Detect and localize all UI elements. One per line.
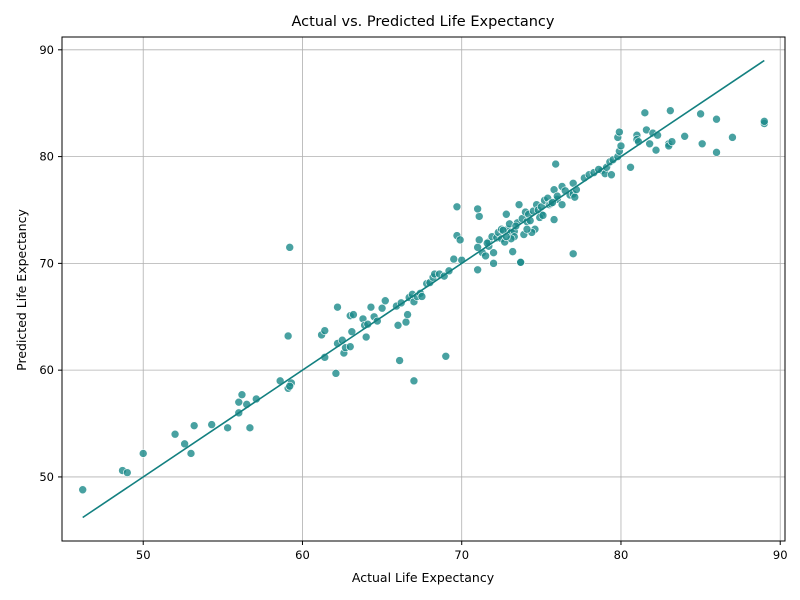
data-point bbox=[417, 292, 427, 301]
x-tick-label: 70 bbox=[454, 548, 469, 562]
data-point bbox=[474, 212, 484, 221]
data-point bbox=[759, 117, 769, 126]
plot-frame bbox=[61, 36, 786, 542]
fit-line bbox=[82, 59, 765, 519]
data-point bbox=[349, 310, 358, 319]
data-point bbox=[667, 137, 677, 146]
x-tick-label: 80 bbox=[614, 548, 629, 562]
data-point bbox=[651, 145, 661, 155]
data-point bbox=[549, 215, 559, 224]
data-point bbox=[78, 485, 88, 495]
data-point bbox=[234, 397, 244, 407]
data-point bbox=[615, 127, 624, 137]
data-point bbox=[449, 254, 459, 264]
data-point bbox=[640, 108, 650, 118]
data-points bbox=[78, 106, 769, 495]
y-tick-label: 80 bbox=[39, 150, 54, 164]
data-point bbox=[570, 192, 580, 202]
data-point bbox=[481, 251, 490, 261]
data-point bbox=[366, 302, 376, 312]
data-point bbox=[666, 106, 675, 115]
x-axis-label: Actual Life Expectancy bbox=[352, 570, 495, 585]
data-point bbox=[138, 449, 148, 458]
y-axis-label: Predicted Life Expectancy bbox=[14, 209, 29, 371]
data-point bbox=[283, 331, 293, 341]
y-tick-label: 50 bbox=[39, 470, 54, 484]
data-point bbox=[514, 200, 524, 209]
data-point bbox=[401, 317, 411, 327]
data-point bbox=[395, 356, 404, 365]
x-tick-label: 90 bbox=[773, 548, 788, 562]
data-point bbox=[538, 211, 548, 220]
data-point bbox=[393, 321, 403, 330]
data-point bbox=[502, 209, 511, 219]
x-tick-label: 60 bbox=[295, 548, 310, 562]
data-point bbox=[170, 429, 180, 439]
data-point bbox=[522, 224, 532, 234]
data-point bbox=[626, 162, 635, 172]
data-point bbox=[473, 204, 482, 214]
data-point bbox=[452, 202, 462, 212]
data-point bbox=[320, 326, 330, 335]
data-point bbox=[616, 141, 626, 151]
data-point bbox=[237, 390, 247, 400]
axis-ticks: 50 60 70 80 90 50 60 70 80 90 bbox=[39, 43, 787, 562]
data-point bbox=[245, 423, 255, 433]
data-point bbox=[712, 148, 721, 157]
data-point bbox=[122, 468, 132, 477]
data-point bbox=[180, 439, 189, 449]
data-point bbox=[645, 139, 654, 149]
data-point bbox=[489, 248, 498, 257]
data-point bbox=[516, 258, 525, 267]
data-point bbox=[728, 133, 737, 142]
data-point bbox=[697, 139, 707, 149]
data-point bbox=[696, 109, 705, 119]
data-point bbox=[207, 420, 216, 429]
data-point bbox=[285, 243, 295, 252]
y-tick-label: 70 bbox=[39, 256, 54, 270]
data-point bbox=[186, 449, 196, 458]
data-point bbox=[403, 310, 412, 319]
data-point bbox=[680, 132, 689, 141]
data-point bbox=[473, 265, 482, 275]
y-tick-label: 90 bbox=[39, 43, 54, 57]
chart-title: Actual vs. Predicted Life Expectancy bbox=[292, 14, 555, 30]
data-point bbox=[189, 421, 199, 430]
data-point bbox=[285, 381, 295, 391]
data-point bbox=[712, 114, 721, 124]
data-point bbox=[473, 243, 482, 252]
data-point bbox=[380, 296, 390, 306]
x-tick-label: 50 bbox=[136, 548, 151, 562]
data-point bbox=[607, 170, 616, 180]
data-point bbox=[441, 351, 451, 361]
data-point bbox=[361, 332, 371, 342]
fit-line-group bbox=[82, 59, 765, 519]
data-point bbox=[455, 235, 465, 245]
data-point bbox=[377, 303, 387, 313]
data-point bbox=[551, 159, 560, 169]
data-point bbox=[223, 423, 232, 433]
data-point bbox=[345, 342, 355, 351]
data-point bbox=[508, 247, 517, 256]
data-point bbox=[331, 369, 341, 378]
data-point bbox=[347, 327, 357, 337]
data-point bbox=[568, 249, 578, 259]
y-tick-label: 60 bbox=[39, 363, 54, 377]
data-point bbox=[557, 200, 567, 209]
data-point bbox=[409, 376, 419, 386]
data-point bbox=[474, 235, 484, 245]
grid bbox=[62, 37, 785, 541]
data-point bbox=[333, 302, 342, 312]
data-point bbox=[489, 259, 498, 268]
